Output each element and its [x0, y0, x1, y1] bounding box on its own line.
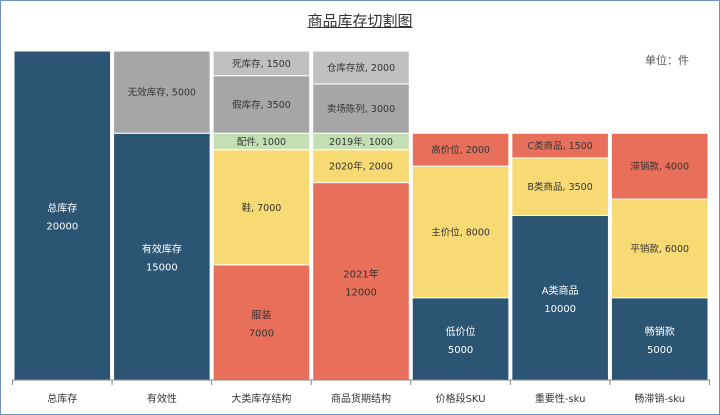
segment-label-2-3: 假库存, 3500 [232, 99, 291, 111]
segment-label-4-0: 低价位 [446, 325, 476, 338]
bar-segment-3-0 [312, 182, 410, 381]
bar-segment-3-3 [312, 83, 410, 134]
segment-label-4-2: 高价位, 2000 [431, 144, 490, 156]
bar-segment-6-0 [610, 297, 709, 381]
bar-segment-5-1 [511, 157, 609, 217]
chart-title: 商品库存切割图 [307, 12, 413, 30]
x-tick-label-6: 畅滞销-sku [634, 392, 685, 405]
bar-segment-2-1 [212, 149, 311, 266]
segment-label-2-4: 死库存, 1500 [232, 58, 291, 70]
bar-segment-2-0 [212, 264, 311, 381]
x-tick-label-5: 重要性-sku [535, 392, 586, 405]
x-tick-label-0: 总库存 [47, 392, 77, 405]
segment-value-2-0: 7000 [249, 328, 274, 339]
segment-value-6-0: 5000 [647, 345, 672, 356]
bar-segment-6-1 [610, 198, 709, 299]
segment-label-2-0: 服装 [251, 308, 271, 321]
x-tick-label-1: 有效性 [147, 392, 177, 405]
segment-label-1-1: 无效库存, 5000 [128, 87, 196, 99]
bar-segment-4-2 [411, 132, 510, 167]
segment-label-3-0: 2021年 [343, 267, 378, 280]
bar-segment-5-2 [511, 132, 609, 159]
x-tick-label-3: 商品货期结构 [331, 392, 391, 405]
segment-label-2-2: 配件, 1000 [237, 136, 286, 148]
unit-label: 单位：件 [645, 54, 689, 67]
segment-label-3-1: 2020年, 2000 [329, 161, 393, 173]
segment-label-2-1: 鞋, 7000 [242, 202, 282, 214]
bar-segment-1-0 [113, 132, 211, 381]
x-tick-label-2: 大类库存结构 [231, 392, 291, 405]
segment-label-5-2: C类商品, 1500 [527, 140, 592, 152]
segment-label-6-2: 滞销款, 4000 [630, 161, 689, 173]
bar-segment-1-1 [113, 50, 211, 134]
bar-segment-3-4 [312, 50, 410, 85]
segment-value-0-0: 20000 [46, 222, 78, 233]
bar-segment-6-2 [610, 132, 709, 200]
segment-value-4-0: 5000 [448, 345, 473, 356]
segment-value-1-0: 15000 [146, 263, 178, 274]
x-tick-label-4: 价格段SKU [436, 392, 486, 405]
segment-label-5-1: B类商品, 3500 [528, 181, 593, 193]
segment-label-0-0: 总库存 [47, 202, 77, 215]
bar-segment-2-4 [212, 50, 311, 77]
segment-label-3-3: 卖场陈列, 3000 [327, 103, 395, 115]
segment-label-4-1: 主价位, 8000 [431, 226, 490, 238]
bar-segment-0-0 [13, 50, 112, 381]
segment-label-6-1: 平销款, 6000 [630, 243, 689, 255]
bar-segment-4-0 [411, 297, 510, 381]
segment-label-3-2: 2019年, 1000 [329, 136, 393, 148]
bar-segment-5-0 [511, 215, 609, 381]
segment-label-5-0: A类商品 [542, 284, 579, 297]
segment-label-1-0: 有效库存 [142, 243, 182, 256]
segment-value-3-0: 12000 [345, 287, 377, 298]
segment-label-6-0: 畅销款 [645, 325, 675, 338]
segment-label-3-4: 仓库存放, 2000 [327, 62, 395, 74]
segment-value-5-0: 10000 [544, 304, 576, 315]
